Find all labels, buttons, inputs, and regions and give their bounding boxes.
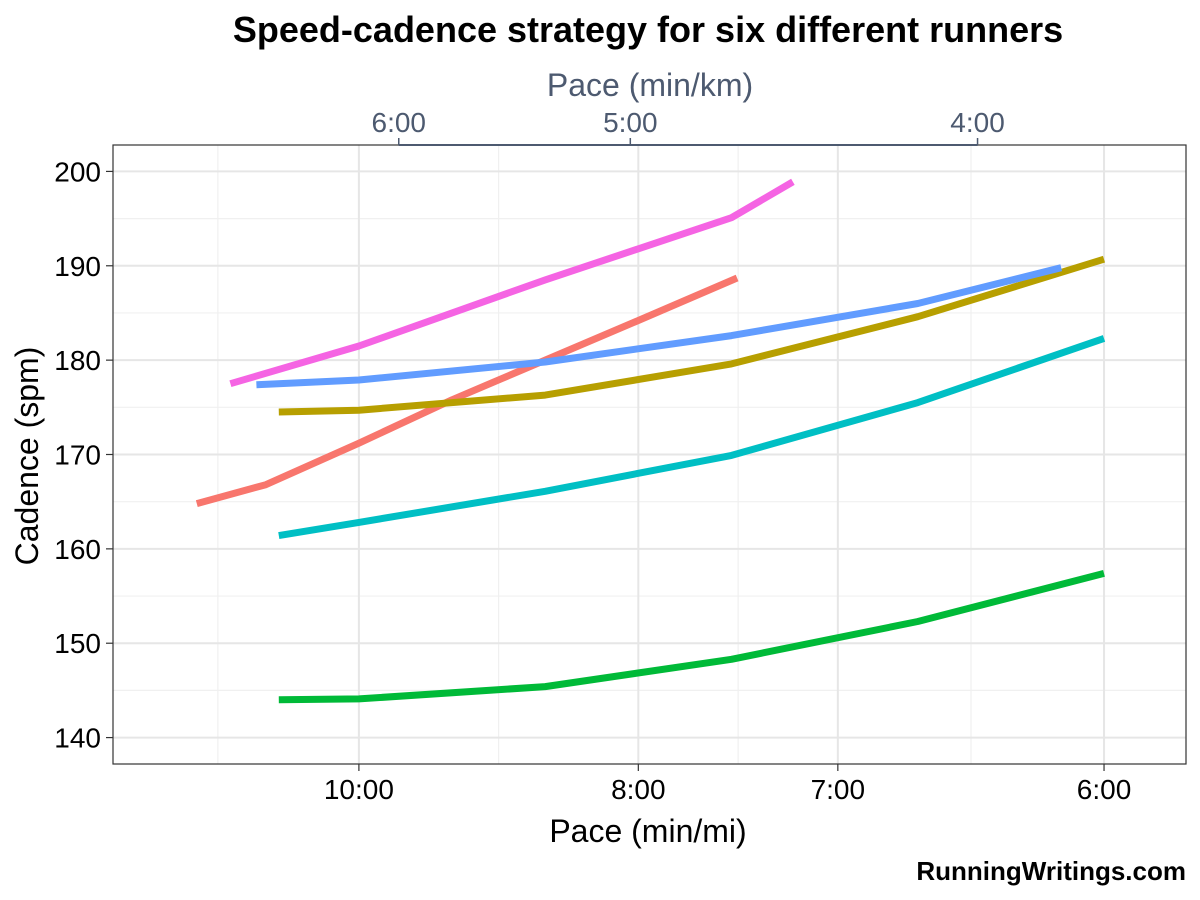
y-tick-label: 170 bbox=[54, 440, 101, 471]
y-tick-label: 180 bbox=[54, 345, 101, 376]
top-tick-label: 6:00 bbox=[372, 107, 427, 138]
top-axis-title: Pace (min/km) bbox=[547, 67, 753, 103]
y-tick-label: 160 bbox=[54, 534, 101, 565]
series-line-runner-2 bbox=[278, 255, 1106, 416]
series-line-runner-3 bbox=[278, 570, 1105, 704]
x-tick-label: 7:00 bbox=[811, 774, 866, 805]
bottom-axis: 10:00 8:00 7:00 6:00 bbox=[324, 764, 1131, 805]
credit-text: RunningWritings.com bbox=[916, 856, 1186, 886]
series-line-runner-5 bbox=[256, 264, 1063, 389]
x-tick-label: 10:00 bbox=[324, 774, 394, 805]
left-axis: 140 150 160 170 180 190 200 bbox=[54, 156, 113, 754]
x-tick-label: 6:00 bbox=[1077, 774, 1132, 805]
y-tick-label: 150 bbox=[54, 628, 101, 659]
y-tick-label: 200 bbox=[54, 156, 101, 187]
y-tick-label: 190 bbox=[54, 251, 101, 282]
series-line-runner-6 bbox=[229, 178, 795, 388]
series-lines bbox=[195, 178, 1106, 704]
y-tick-label: 140 bbox=[54, 723, 101, 754]
x-tick-label: 8:00 bbox=[611, 774, 666, 805]
top-tick-label: 4:00 bbox=[950, 107, 1005, 138]
top-tick-label: 5:00 bbox=[603, 107, 658, 138]
series-line-runner-4 bbox=[278, 335, 1106, 540]
x-axis-title: Pace (min/mi) bbox=[549, 813, 746, 849]
top-axis: 6:00 5:00 4:00 bbox=[372, 107, 1005, 146]
chart-title: Speed-cadence strategy for six different… bbox=[233, 9, 1063, 50]
y-axis-title: Cadence (spm) bbox=[9, 347, 45, 566]
